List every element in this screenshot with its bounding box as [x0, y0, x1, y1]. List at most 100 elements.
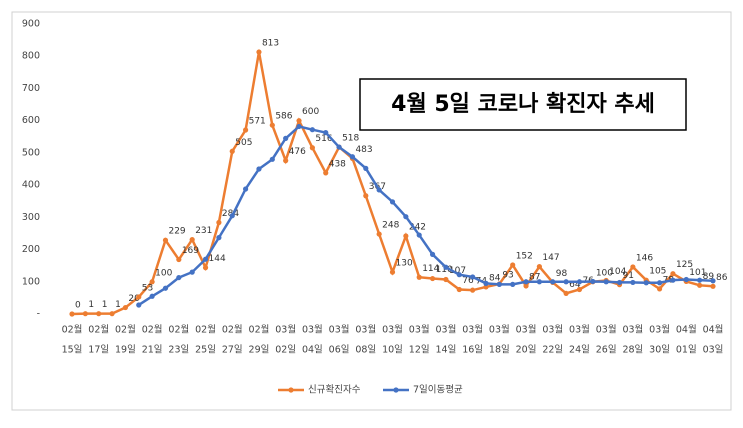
x-tick-label: 14일 — [435, 345, 456, 356]
x-tick-label: 18일 — [489, 345, 510, 356]
data-label: 476 — [289, 147, 306, 157]
x-tick-label: 04일 — [302, 345, 323, 356]
y-tick-label: 300 — [22, 212, 40, 223]
x-tick-label: 19일 — [115, 345, 136, 356]
x-tick-label: 04월 — [676, 324, 697, 336]
data-point — [309, 145, 315, 151]
y-tick-label: 200 — [22, 244, 40, 255]
data-label: 0 — [75, 301, 81, 311]
data-point — [376, 187, 382, 193]
x-tick-label: 17일 — [88, 345, 109, 356]
x-tick-label: 02월 — [115, 324, 136, 336]
data-point — [563, 279, 569, 285]
data-point — [283, 158, 289, 164]
data-label: 107 — [449, 266, 466, 276]
y-tick-label: 900 — [22, 19, 40, 30]
data-label: 89 — [703, 272, 715, 282]
data-point — [697, 282, 703, 288]
data-label: 229 — [168, 227, 185, 237]
data-label: 231 — [195, 226, 212, 236]
data-label: 86 — [716, 273, 728, 283]
data-label: 152 — [516, 252, 533, 262]
data-label: 586 — [275, 112, 292, 122]
data-label: 130 — [396, 259, 413, 269]
data-label: 1 — [102, 300, 108, 310]
data-label: 1 — [115, 300, 121, 310]
data-point — [456, 286, 462, 293]
data-label: 516 — [315, 134, 332, 144]
data-point — [429, 251, 436, 257]
data-label: 438 — [329, 159, 346, 169]
data-point — [630, 264, 636, 270]
x-tick-label: 03일 — [703, 345, 724, 356]
data-point — [576, 279, 583, 285]
y-tick-label: 100 — [22, 276, 40, 287]
data-point — [470, 287, 476, 293]
data-label: 87 — [529, 272, 540, 282]
data-label: 53 — [142, 283, 153, 293]
data-point — [470, 274, 476, 280]
data-point — [162, 237, 169, 243]
annotation-box — [359, 78, 687, 131]
x-tick-label: 02월 — [62, 324, 83, 336]
data-label: 101 — [689, 268, 706, 278]
data-point — [243, 186, 249, 192]
data-point — [536, 279, 542, 285]
data-point — [643, 280, 649, 286]
data-point — [656, 286, 663, 292]
data-point — [269, 122, 275, 128]
x-tick-label: 03월 — [409, 324, 430, 336]
data-point — [162, 285, 169, 291]
data-point — [189, 269, 195, 275]
data-point — [443, 276, 449, 283]
data-label: 105 — [649, 267, 666, 277]
x-tick-label: 03월 — [462, 324, 483, 336]
data-point — [376, 231, 382, 237]
x-tick-label: 01일 — [676, 345, 697, 356]
x-tick-label: 03월 — [302, 324, 323, 336]
x-tick-label: 27일 — [222, 345, 243, 356]
data-point — [563, 290, 569, 296]
data-point — [403, 233, 409, 239]
data-point — [176, 274, 182, 281]
data-label: 64 — [569, 280, 581, 290]
data-point — [656, 280, 663, 286]
data-point — [176, 256, 182, 263]
data-point — [69, 311, 75, 317]
y-tick-label: 400 — [22, 180, 40, 191]
x-tick-label: 21일 — [142, 345, 163, 356]
legend-label: 7일이동평균 — [413, 385, 463, 396]
data-point — [149, 279, 155, 285]
data-label: 147 — [542, 253, 559, 263]
data-point — [229, 213, 235, 219]
data-point — [216, 219, 222, 226]
x-tick-label: 03월 — [516, 324, 537, 336]
data-label: 91 — [623, 271, 634, 281]
data-label: 93 — [502, 271, 513, 281]
data-point — [363, 165, 369, 171]
data-label: 100 — [155, 268, 172, 278]
data-point — [202, 256, 209, 262]
data-point — [510, 262, 516, 268]
data-point — [256, 49, 262, 55]
data-point — [389, 199, 396, 205]
data-point — [697, 277, 703, 283]
data-point — [216, 235, 222, 241]
y-tick-label: 600 — [22, 115, 40, 126]
data-point — [710, 283, 716, 289]
data-point — [670, 271, 676, 277]
x-tick-label: 24일 — [569, 345, 590, 356]
data-label: 100 — [596, 268, 613, 278]
x-tick-label: 23일 — [168, 345, 189, 356]
data-point — [149, 293, 155, 299]
data-point — [96, 311, 102, 317]
data-point — [256, 166, 262, 172]
x-tick-label: 26일 — [596, 345, 617, 356]
data-point — [456, 272, 462, 278]
data-label: 146 — [636, 253, 653, 263]
legend-label: 신규확진자수 — [308, 384, 361, 396]
data-point — [82, 311, 88, 317]
x-tick-label: 02월 — [168, 324, 189, 336]
data-label: 169 — [182, 246, 199, 256]
